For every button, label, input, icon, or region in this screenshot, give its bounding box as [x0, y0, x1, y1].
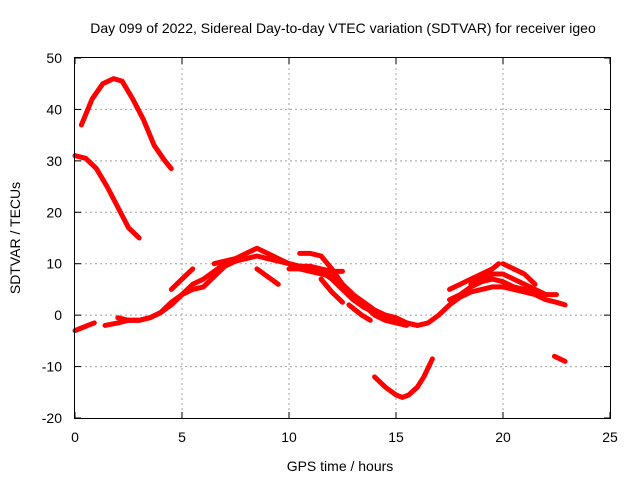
series-arc-7 — [211, 245, 345, 274]
series-arc-11 — [318, 276, 345, 305]
y-tick-label: 30 — [46, 153, 62, 169]
plot-frame — [74, 57, 611, 419]
series-arc-5 — [115, 256, 249, 323]
series-arc-2 — [72, 153, 142, 241]
y-tick-label: -20 — [42, 410, 62, 426]
series-arc-13 — [372, 356, 435, 400]
y-tick-label: 40 — [46, 101, 62, 117]
data-series — [72, 76, 568, 400]
y-tick-label: 10 — [46, 256, 62, 272]
series-arc-15 — [468, 271, 549, 298]
series-arc-1 — [78, 76, 174, 172]
chart-title: Day 099 of 2022, Sidereal Day-to-day VTE… — [90, 20, 596, 36]
y-axis-label: SDTVAR / TECUs — [7, 182, 23, 294]
series-arc-12 — [254, 266, 281, 287]
x-tick-label: 20 — [495, 429, 511, 445]
y-tick-label: -10 — [42, 359, 62, 375]
series-arc-17 — [500, 261, 538, 287]
axis-ticks: 0 5 10 15 20 25 -20 -10 0 10 20 30 40 50 — [42, 50, 618, 445]
x-tick-label: 25 — [602, 429, 618, 445]
series-arc-18 — [551, 353, 568, 364]
y-tick-label: 0 — [54, 307, 62, 323]
grid — [75, 58, 610, 418]
series-arc-10 — [346, 302, 373, 323]
y-tick-label: 50 — [46, 50, 62, 66]
x-tick-label: 15 — [388, 429, 404, 445]
series-arc-16 — [447, 261, 502, 292]
series-arc-3 — [72, 320, 97, 334]
y-tick-label: 20 — [46, 204, 62, 220]
x-tick-label: 10 — [281, 429, 297, 445]
series-arc-6 — [168, 266, 196, 292]
x-tick-label: 5 — [178, 429, 186, 445]
x-axis-label: GPS time / hours — [287, 458, 394, 474]
x-tick-label: 0 — [71, 429, 79, 445]
series-arc-9 — [286, 266, 410, 328]
